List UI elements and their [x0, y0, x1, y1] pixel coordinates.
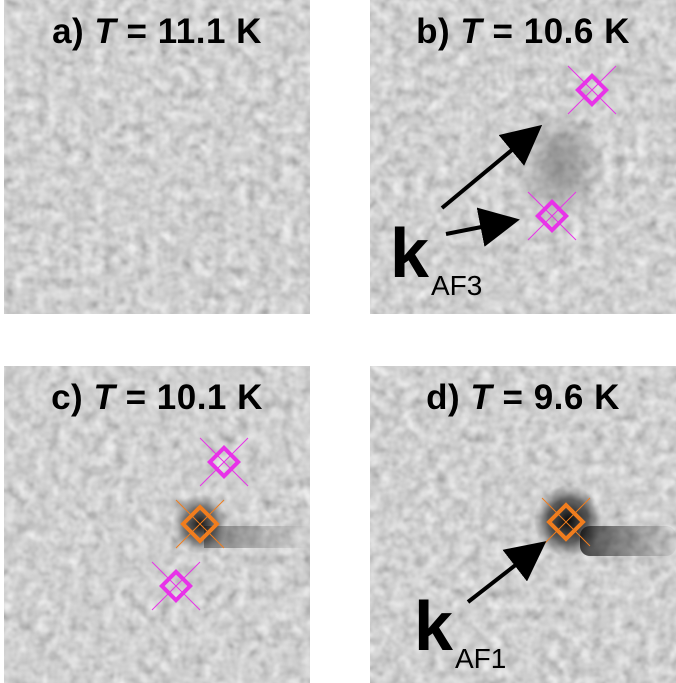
panel-letter: c) — [51, 378, 84, 417]
k-subscript: AF1 — [454, 643, 507, 674]
diffraction-image-c — [4, 366, 310, 683]
temperature-value: 11.1 K — [157, 12, 262, 51]
diamond-marker-kaf3 — [527, 191, 577, 241]
arrow-icon — [445, 207, 520, 247]
equals-sign: = — [502, 378, 524, 417]
k-af1-label: kAF1 — [414, 591, 506, 673]
diffraction-image-a — [4, 0, 310, 314]
diamond-marker-kaf3 — [151, 561, 201, 611]
panel-a: a) T = 11.1 K — [4, 0, 310, 314]
overlay-d — [466, 497, 591, 604]
arrow-icon — [466, 541, 547, 604]
temperature-symbol: T — [94, 12, 117, 51]
diffraction-image-d — [370, 366, 676, 683]
panel-title-d: d) T = 9.6 K — [370, 378, 676, 418]
temperature-symbol: T — [460, 12, 483, 51]
panel-letter: a) — [52, 12, 85, 51]
equals-sign: = — [126, 12, 148, 51]
panel-letter: d) — [426, 378, 461, 417]
temperature-value: 10.1 K — [156, 378, 263, 417]
diamond-marker-kaf1 — [541, 497, 591, 547]
temperature-symbol: T — [470, 378, 493, 417]
diamond-marker-kaf3 — [199, 437, 249, 487]
k-symbol: k — [414, 587, 453, 665]
panel-title-a: a) T = 11.1 K — [4, 12, 310, 52]
diamond-marker-kaf3 — [567, 65, 617, 115]
overlay-b — [440, 65, 617, 247]
equals-sign: = — [125, 378, 147, 417]
equals-sign: = — [492, 12, 514, 51]
diamond-marker-kaf1 — [175, 499, 225, 549]
panel-b: b) T = 10.6 K kAF3 — [370, 0, 676, 314]
overlay-c — [151, 437, 249, 611]
arrow-icon — [440, 124, 543, 210]
temperature-value: 10.6 K — [523, 12, 630, 51]
k-symbol: k — [390, 214, 429, 292]
panel-title-b: b) T = 10.6 K — [370, 12, 676, 52]
panel-title-c: c) T = 10.1 K — [4, 378, 310, 418]
panel-d: d) T = 9.6 K kAF1 — [370, 366, 676, 683]
temperature-symbol: T — [93, 378, 116, 417]
k-af3-label: kAF3 — [390, 218, 482, 300]
panel-letter: b) — [416, 12, 451, 51]
k-subscript: AF3 — [430, 270, 483, 301]
temperature-value: 9.6 K — [533, 378, 620, 417]
panel-c: c) T = 10.1 K — [4, 366, 310, 683]
